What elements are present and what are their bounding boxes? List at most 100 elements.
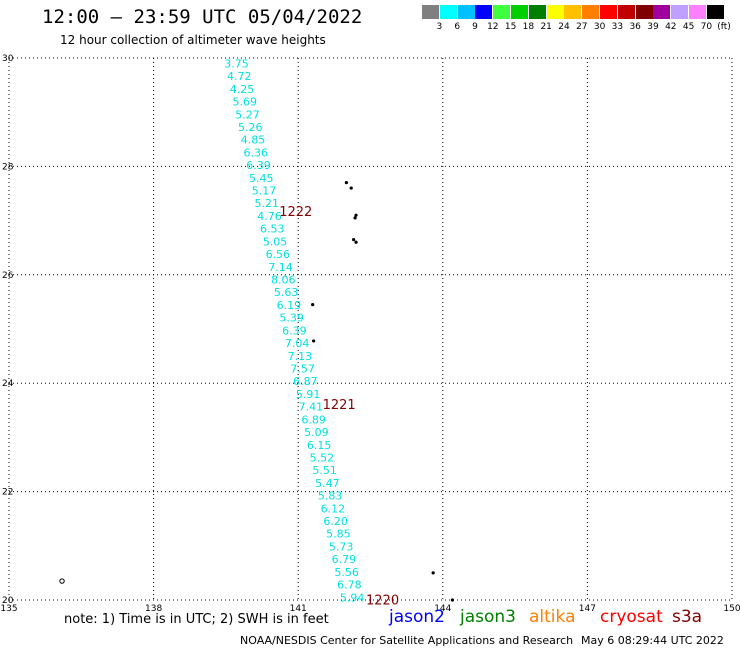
scale-label: 21 [540, 22, 552, 32]
x-tick-label: 150 [723, 604, 740, 614]
wave-height-value: 5.39 [279, 312, 304, 325]
wave-height-value: 5.45 [249, 172, 274, 185]
satellite-altika: altika [529, 607, 576, 627]
satellite-cryosat: cryosat [600, 607, 663, 627]
y-tick-label: 24 [2, 379, 14, 389]
wave-height-value: 7.14 [268, 261, 293, 274]
scale-swatch [706, 5, 724, 19]
y-tick-label: 30 [2, 54, 14, 64]
scale-label: 42 [665, 22, 677, 32]
credit-timestamp: May 6 08:29:44 UTC 2022 [581, 634, 724, 647]
wave-height-value: 6.78 [337, 579, 362, 592]
map-grid [8, 57, 733, 601]
wave-height-value: 5.94 [340, 591, 365, 604]
scale-label: 12 [487, 22, 499, 32]
wave-height-value: 5.91 [296, 388, 321, 401]
time-labels: 1222 1221 1220 [279, 205, 399, 609]
scale-swatch [422, 5, 439, 19]
scale-label: 15 [504, 22, 517, 32]
scale-swatch [511, 5, 528, 19]
scale-swatch [600, 5, 617, 19]
wave-height-value: 7.13 [288, 350, 313, 363]
map-subtitle: 12 hour collection of altimeter wave hei… [60, 33, 326, 47]
scale-swatch [582, 5, 600, 19]
wave-height-value: 6.39 [282, 324, 307, 337]
wave-height-track: 3.754.724.255.695.275.264.856.366.395.45… [224, 57, 364, 604]
footer-note: note: 1) Time is in UTC; 2) SWH is in fe… [64, 612, 329, 627]
scale-label: 9 [472, 22, 478, 32]
island-dot [450, 598, 455, 602]
scale-label: 39 [647, 22, 659, 32]
map-title: 12:00 – 23:59 UTC 05/04/2022 [42, 6, 363, 28]
scale-swatch [653, 5, 671, 19]
y-tick-label: 28 [2, 162, 14, 172]
wave-height-value: 5.05 [263, 235, 288, 248]
wave-height-value: 5.73 [329, 540, 354, 553]
scale-swatch [635, 5, 653, 19]
credit-text: NOAA/NESDIS Center for Satellite Applica… [240, 634, 574, 647]
island-dot [312, 339, 316, 343]
wave-height-value: 6.12 [321, 502, 346, 515]
y-tick-label: 26 [2, 271, 14, 281]
island-dot [431, 571, 435, 575]
wave-height-value: 6.89 [301, 413, 326, 426]
scale-swatch [617, 5, 635, 19]
scale-label: 33 [611, 22, 624, 32]
wave-height-value: 6.87 [293, 375, 318, 388]
scale-label: 27 [576, 22, 588, 32]
y-tick-label: 22 [2, 488, 13, 498]
wave-height-value: 5.21 [255, 197, 280, 210]
wave-height-value: 5.83 [318, 490, 343, 503]
satellite-jason3: jason3 [460, 607, 516, 627]
scale-label: 36 [629, 22, 641, 32]
scale-swatch [493, 5, 511, 19]
scale-swatch [689, 5, 706, 19]
island-dot [354, 240, 358, 244]
wave-height-value: 5.63 [274, 286, 299, 299]
scale-unit: (ft) [717, 22, 731, 32]
scale-label: 6 [454, 22, 461, 32]
y-tick-label: 20 [2, 596, 14, 606]
island-dot [344, 181, 348, 185]
wave-height-value: 7.57 [290, 362, 315, 375]
wave-height-value: 5.47 [315, 477, 340, 490]
island-dot [354, 213, 358, 217]
wave-height-value: 5.52 [310, 451, 335, 464]
x-tick-label: 138 [145, 604, 162, 614]
island-dot [311, 303, 315, 307]
wave-height-value: 5.26 [238, 121, 263, 134]
wave-height-value: 5.27 [235, 108, 260, 121]
island-markers [59, 181, 455, 602]
satellite-s3a: s3a [672, 607, 703, 627]
x-tick-label: 135 [0, 604, 17, 614]
wave-height-value: 5.09 [304, 426, 329, 439]
wave-height-value: 4.72 [227, 70, 252, 83]
wave-height-value: 6.79 [332, 553, 357, 566]
wave-height-value: 7.41 [299, 401, 324, 414]
scale-swatch [528, 5, 546, 19]
x-tick-label: 141 [290, 604, 307, 614]
x-tick-label: 147 [579, 604, 596, 614]
wave-height-value: 3.75 [224, 57, 249, 70]
scale-swatch [546, 5, 564, 19]
island-dot [353, 216, 357, 220]
island-dot [349, 186, 353, 190]
island-dot [352, 237, 356, 242]
scale-label: 24 [558, 22, 570, 32]
time-label: 1221 [323, 398, 356, 413]
scale-swatch [564, 5, 582, 19]
wave-height-value: 8.06 [271, 274, 296, 287]
open-circle-marker [59, 578, 65, 584]
scale-label: 18 [522, 22, 535, 32]
scale-swatch [475, 5, 493, 19]
axis-ticks: 135 138 141 144 147 150 20 22 24 26 28 30 [0, 54, 740, 614]
wave-height-value: 6.19 [277, 299, 302, 312]
wave-height-value: 4.25 [230, 83, 255, 96]
time-label: 1220 [366, 593, 399, 608]
satellite-jason2: jason2 [389, 607, 445, 627]
scale-label: 3 [436, 22, 443, 32]
wave-height-value: 6.39 [246, 159, 271, 172]
wave-height-value: 5.51 [312, 464, 337, 477]
wave-height-value: 6.36 [244, 146, 269, 159]
